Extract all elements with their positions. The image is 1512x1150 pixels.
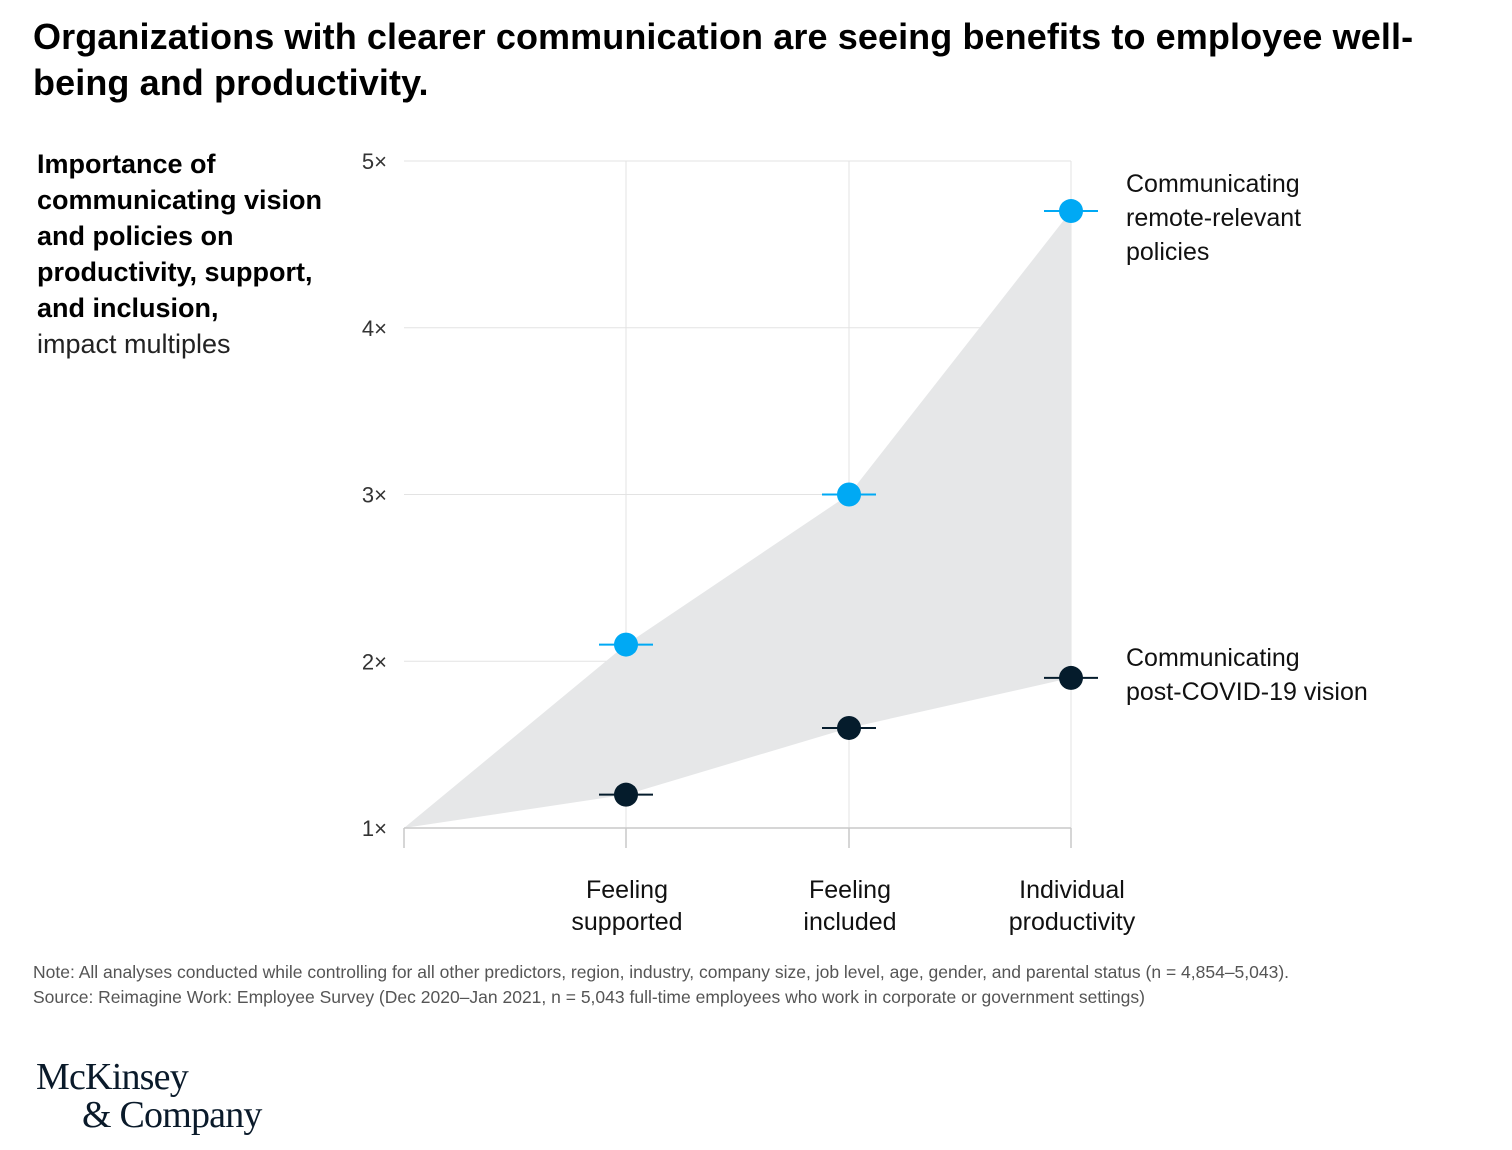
series-0-label-line-0: Communicating xyxy=(1126,170,1300,198)
chart: 1× 2× 3× 4× 5× Feeling supported Feeling include… xyxy=(362,149,1368,936)
series-0-label: Communicating remote-relevant policies xyxy=(1126,170,1301,266)
y-axis-description-unit: impact multiples xyxy=(37,329,231,359)
y-tick-label-4: 5× xyxy=(362,149,387,174)
series-1-point-1 xyxy=(837,715,861,740)
footnote-note: Note: All analyses conducted while contr… xyxy=(33,962,1290,982)
y-tick-label-3: 4× xyxy=(362,316,387,341)
y-axis-description-bold: Importance of communicating vision and p… xyxy=(37,149,323,323)
footnote: Note: All analyses conducted while contr… xyxy=(33,960,1493,1010)
x-category-label-1-line-0: Feeling xyxy=(809,876,891,904)
series-0-point-2 xyxy=(1059,199,1083,224)
y-tick-label-2: 3× xyxy=(362,483,387,508)
series-1-label-line-0: Communicating xyxy=(1126,644,1300,672)
x-category-label-1: Feeling included xyxy=(803,876,896,936)
x-category-label-2-line-1: productivity xyxy=(1009,908,1136,936)
series-0-label-line-1: remote-relevant xyxy=(1126,204,1301,232)
series-0-point-0 xyxy=(614,632,638,657)
x-category-label-0-line-1: supported xyxy=(571,908,682,936)
y-tick-label-0: 1× xyxy=(362,816,387,841)
logo-line-1: McKinsey xyxy=(36,1056,189,1098)
series-0-label-line-2: policies xyxy=(1126,238,1209,266)
x-category-label-0: Feeling supported xyxy=(571,876,682,936)
shaded-band-area xyxy=(404,211,1071,828)
series-1-label-line-1: post-COVID-19 vision xyxy=(1126,678,1368,706)
logo-line-2: & Company xyxy=(82,1094,262,1136)
x-category-label-0-line-0: Feeling xyxy=(586,876,668,904)
series-1-point-0 xyxy=(614,782,638,807)
mckinsey-logo: McKinsey & Company xyxy=(36,1058,262,1134)
series-1-point-2 xyxy=(1059,665,1083,690)
y-axis-description: Importance of communicating vision and p… xyxy=(37,146,327,362)
y-tick-label-1: 2× xyxy=(362,649,387,674)
x-category-label-1-line-1: included xyxy=(803,908,896,936)
x-category-label-2-line-0: Individual xyxy=(1019,876,1125,904)
series-1-label: Communicating post-COVID-19 vision xyxy=(1126,644,1368,706)
footnote-source: Source: Reimagine Work: Employee Survey … xyxy=(33,987,1145,1007)
chart-title: Organizations with clearer communication… xyxy=(33,16,1414,103)
x-category-label-2: Individual productivity xyxy=(1009,876,1136,936)
series-0-point-1 xyxy=(837,482,861,507)
